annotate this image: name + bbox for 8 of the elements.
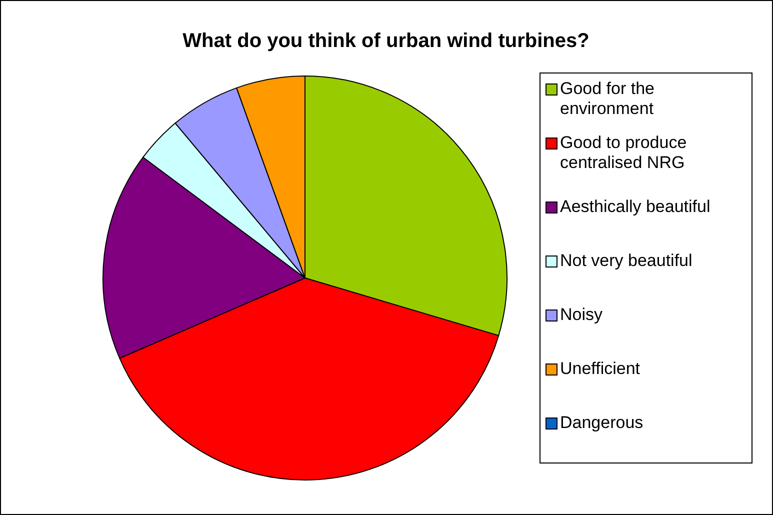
legend-label: Unefficient [560, 359, 640, 378]
chart-title: What do you think of urban wind turbines? [182, 30, 590, 52]
legend-label: Good for the environment [560, 79, 655, 118]
legend-label: Aesthically beautiful [560, 197, 710, 216]
legend-label: Good to produce centralised NRG [560, 133, 687, 172]
legend-label: Not very beautiful [560, 251, 692, 270]
legend-label: Dangerous [560, 413, 644, 432]
legend-label: Noisy [560, 305, 604, 324]
